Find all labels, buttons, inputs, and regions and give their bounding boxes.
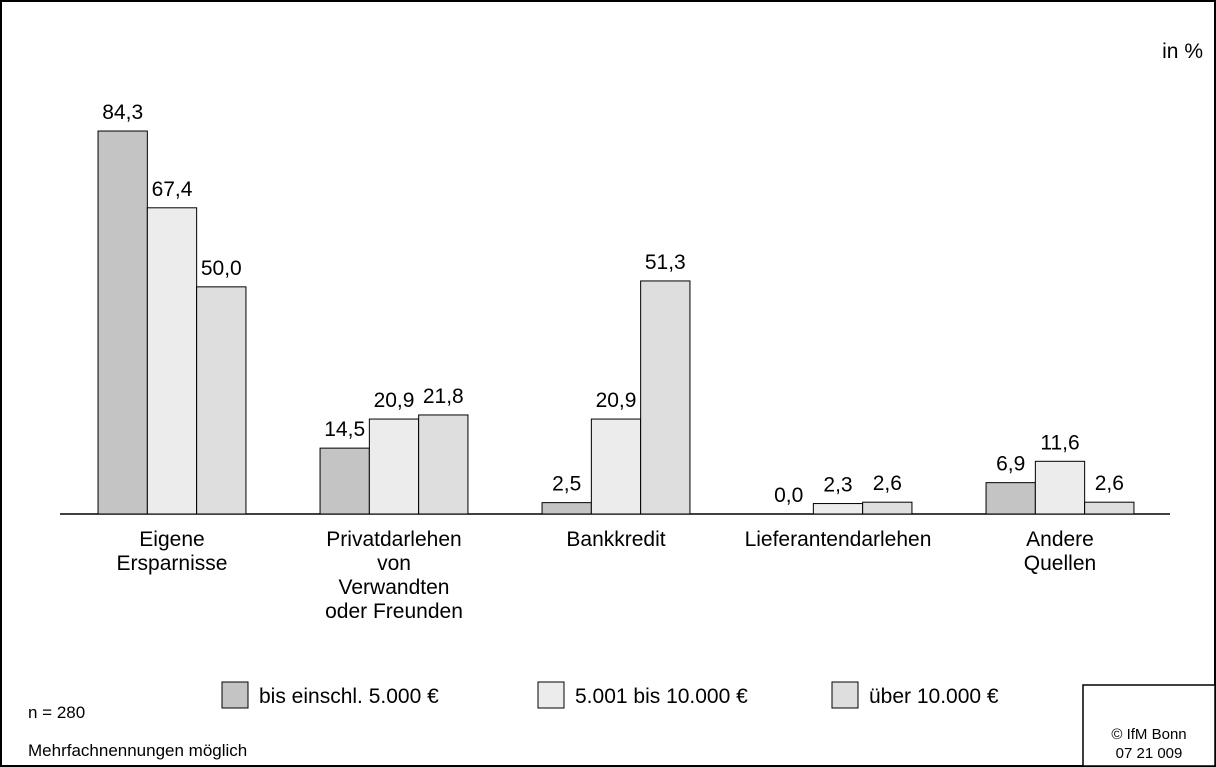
unit-label: in % [1162,40,1203,63]
legend-swatch [831,681,859,709]
value-label: 84,3 [102,101,143,124]
x-tick-label: Lieferantendarlehen [745,528,932,551]
x-tick-label: Privatdarlehen von Verwandten oder Freunden [325,528,463,623]
bar [1084,501,1135,515]
bar [97,130,148,515]
bar [590,418,642,515]
source-box [1082,684,1216,767]
legend-swatch [221,681,249,709]
bar [1034,460,1086,515]
note: Mehrfachnennungen möglich [28,741,247,760]
bar [812,503,864,515]
bar [146,207,198,515]
x-tick-label: Bankkredit [566,528,665,551]
bar [196,286,247,515]
value-label: 0,0 [774,484,803,507]
value-label: 2,6 [873,472,902,495]
bar [319,447,370,515]
value-label: 20,9 [596,389,637,412]
x-tick-label: Andere Quellen [1024,528,1096,575]
bar [640,280,691,515]
value-label: 20,9 [374,389,415,412]
legend-label: über 10.000 € [869,685,999,708]
value-label: 67,4 [152,178,193,201]
value-label: 6,9 [996,453,1025,476]
legend-swatch [537,681,565,709]
bar [985,482,1036,515]
source: 07 21 009 [1116,745,1183,762]
x-tick-label: Eigene Ersparnisse [117,528,228,575]
value-label: 2,6 [1095,472,1124,495]
value-label: 11,6 [1040,431,1079,454]
value-label: 50,0 [201,257,242,280]
bar [368,418,420,515]
bar [418,414,469,515]
note: n = 280 [28,703,85,722]
value-label: 14,5 [324,418,365,441]
value-label: 51,3 [645,251,686,274]
bar [862,501,913,515]
value-label: 2,3 [823,474,852,497]
bar [541,502,592,515]
source: © IfM Bonn [1111,726,1186,743]
value-label: 2,5 [552,473,581,496]
legend-label: 5.001 bis 10.000 € [575,685,748,708]
value-label: 21,8 [423,385,464,408]
legend-label: bis einschl. 5.000 € [259,685,439,708]
